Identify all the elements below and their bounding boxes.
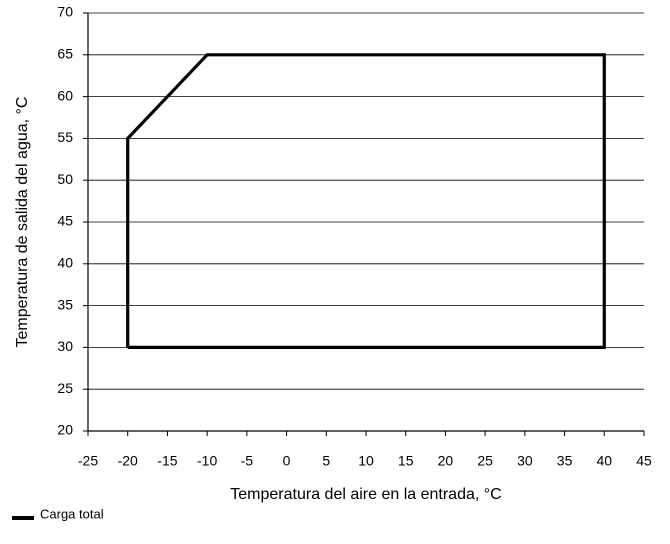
- x-tick-label: 15: [398, 453, 414, 469]
- x-tick-label: 0: [283, 453, 291, 469]
- y-axis-title: Temperatura de salida del agua, °C: [14, 97, 31, 348]
- legend-text: Carga total: [40, 506, 104, 521]
- x-tick-label: 45: [636, 453, 652, 469]
- x-tick-label: 25: [477, 453, 493, 469]
- x-tick-label: 20: [438, 453, 454, 469]
- x-tick-label: 35: [557, 453, 573, 469]
- x-tick-label: -20: [118, 453, 138, 469]
- x-axis-title: Temperatura del aire en la entrada, °C: [230, 486, 501, 503]
- y-tick-label: 45: [57, 213, 73, 229]
- y-tick-label: 55: [57, 129, 73, 145]
- y-tick-label: 70: [57, 4, 73, 20]
- y-tick-label: 35: [57, 296, 73, 312]
- x-tick-label: -25: [78, 453, 98, 469]
- y-tick-label: 60: [57, 87, 73, 103]
- x-tick-label: -10: [197, 453, 217, 469]
- x-tick-label: 5: [322, 453, 330, 469]
- y-tick-label: 20: [57, 422, 73, 438]
- series-line: [126, 53, 606, 349]
- y-tick-label: 40: [57, 255, 73, 271]
- y-tick-label: 50: [57, 171, 73, 187]
- x-tick-label: 10: [358, 453, 374, 469]
- y-tick-label: 25: [57, 380, 73, 396]
- x-tick-label: 30: [517, 453, 533, 469]
- x-tick-label: 40: [596, 453, 612, 469]
- y-tick-label: 30: [57, 338, 73, 354]
- x-tick-label: -5: [241, 453, 254, 469]
- x-tick-label: -15: [157, 453, 177, 469]
- y-tick-label: 65: [57, 46, 73, 62]
